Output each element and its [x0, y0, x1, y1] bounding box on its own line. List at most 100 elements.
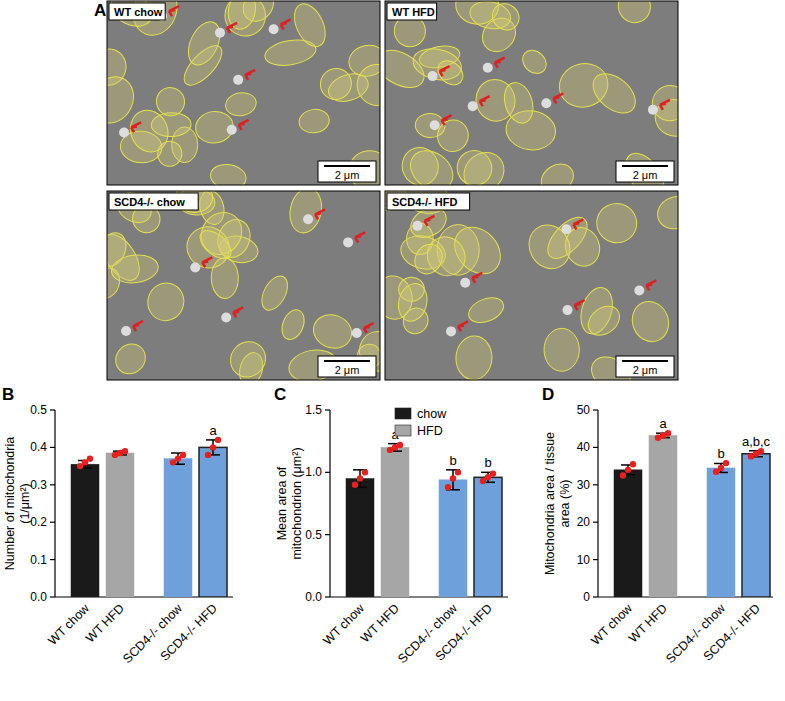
scale-label: 2 μm — [335, 169, 360, 181]
lipid-droplet — [541, 98, 551, 108]
y-tick — [325, 534, 330, 535]
mitochondrion-outline — [403, 143, 461, 185]
mitochondrion-outline — [107, 70, 141, 130]
lipid-droplet — [468, 101, 478, 111]
arrow — [553, 93, 563, 103]
y-tick — [50, 522, 55, 523]
mitochondrion-outline — [521, 217, 578, 276]
bar — [164, 459, 192, 597]
bar-chart: DMitochondria area / tissuearea (%)01020… — [542, 385, 773, 666]
y-tick — [50, 484, 55, 485]
scale-label: 2 μm — [633, 364, 658, 376]
arrow — [315, 209, 325, 219]
y-tick — [593, 559, 598, 560]
data-point — [205, 452, 211, 458]
mitochondrion-outline — [487, 1, 524, 35]
scale-label: 2 μm — [335, 364, 360, 376]
bar-chart: CMean area ofmitochondrion (μm²)0.00.51.… — [274, 385, 508, 666]
image-label: SCD4-/- HFD — [392, 196, 457, 208]
legend-label: HFD — [417, 424, 443, 438]
arrow — [573, 219, 583, 229]
micrograph-content — [107, 1, 380, 185]
mitochondrion-outline — [544, 328, 579, 371]
y-tick-label: 0.5 — [30, 403, 47, 417]
mitochondrion-outline — [143, 279, 188, 326]
image-label: WT chow — [114, 6, 163, 18]
lipid-droplet — [233, 75, 243, 85]
bar-chart: BNumber of mitochondria(1/μm²)0.00.10.20… — [2, 385, 233, 666]
y-tick-label: 10 — [577, 553, 591, 567]
micrograph-frame — [107, 191, 380, 380]
lipid-droplet — [352, 328, 362, 338]
lipid-droplet — [221, 312, 231, 322]
micrograph-bg — [385, 191, 678, 380]
arrow — [239, 120, 249, 130]
bar — [71, 464, 99, 597]
y-tick — [593, 522, 598, 523]
micrograph: SCD4-/- HFD 2 μm — [366, 165, 698, 398]
micrograph-frame — [385, 191, 678, 380]
mitochondrion-outline — [613, 1, 657, 28]
y-tick-label: 50 — [577, 403, 591, 417]
x-tick-label: SCD4-/- chow — [663, 601, 729, 667]
y-axis-line — [597, 410, 598, 597]
label-box — [387, 3, 437, 20]
arrow — [660, 100, 670, 110]
y-axis-label: Number of mitochondria(1/μm²) — [3, 437, 32, 570]
mitochondrion-outline — [433, 56, 467, 90]
mitochondrion-outline — [257, 272, 293, 315]
scale-box — [616, 356, 674, 377]
micrograph: SCD4-/- chow2 μm — [90, 178, 402, 389]
bar — [346, 479, 374, 597]
lipid-droplet — [227, 125, 237, 135]
y-tick — [325, 472, 330, 473]
x-tick-label: SCD4-/- chow — [120, 601, 186, 667]
y-axis-line — [329, 410, 330, 597]
bar — [381, 447, 409, 597]
mitochondrion-outline — [500, 79, 538, 127]
data-point — [625, 467, 631, 473]
mitochondrion-outline — [309, 309, 357, 353]
micrograph: WT chow 2 μm — [84, 0, 400, 199]
plot-area — [71, 437, 227, 597]
legend-label: chow — [417, 407, 447, 421]
data-point — [352, 482, 358, 488]
data-point — [357, 475, 363, 481]
mitochondrion-outline — [627, 296, 675, 347]
lipid-droplet — [412, 221, 422, 231]
y-tick-label: 40 — [577, 440, 591, 454]
lipid-droplet — [269, 24, 279, 34]
mitochondrion-outline — [224, 90, 258, 118]
x-tick-label: SCD4-/- chow — [395, 601, 461, 667]
label-box — [387, 193, 470, 210]
scale-bar — [622, 360, 668, 362]
x-tick-label: SCD4-/- HFD — [158, 601, 220, 663]
micrograph-content — [385, 191, 678, 380]
y-tick-label: 0.5 — [305, 528, 322, 542]
y-axis-label: Mean area ofmitochondrion (μm²) — [275, 447, 304, 559]
scale-bar — [324, 165, 370, 167]
data-point — [122, 448, 128, 454]
mitochondrion-outline — [645, 78, 678, 128]
significance-label: a — [209, 423, 217, 438]
bar — [614, 470, 642, 597]
data-point — [180, 452, 186, 458]
panel-label: C — [274, 385, 286, 404]
mitochondrion-outline — [518, 46, 551, 79]
significance-label: a,b,c — [742, 434, 771, 449]
panel-label: B — [2, 385, 14, 404]
arrow — [233, 307, 243, 317]
y-tick-label: 1.5 — [305, 403, 322, 417]
y-tick — [50, 559, 55, 560]
scale-label: 2 μm — [633, 169, 658, 181]
plot-area — [346, 442, 502, 597]
lipid-droplet — [634, 285, 644, 295]
mitochondrion-outline — [455, 335, 493, 380]
mitochondrion-outline — [209, 162, 248, 185]
lipid-droplet — [430, 120, 440, 130]
image-label: WT HFD — [392, 6, 435, 18]
y-tick — [50, 447, 55, 448]
lipid-droplet — [460, 278, 470, 288]
arrow — [364, 323, 374, 333]
y-tick-label: 0 — [583, 590, 590, 604]
